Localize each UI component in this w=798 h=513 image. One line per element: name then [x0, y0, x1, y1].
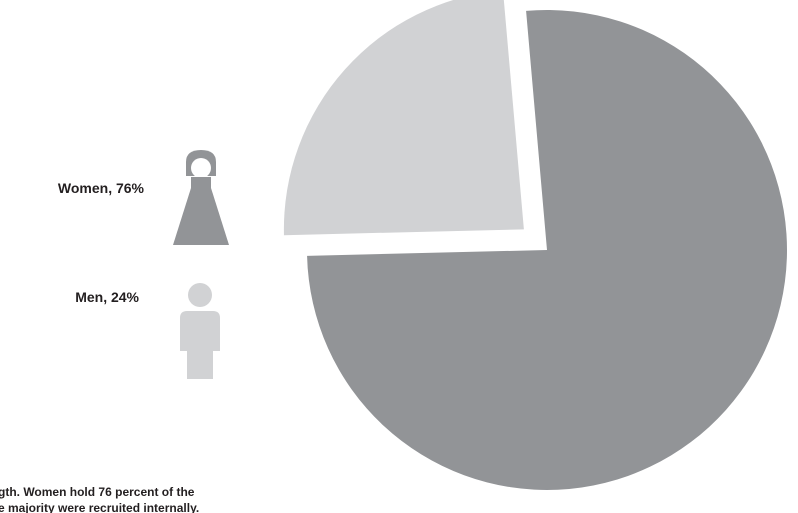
woman-figure-icon [173, 150, 229, 245]
caption-line-2: e majority were recruited internally. [0, 501, 200, 513]
caption-text: gth. Women hold 76 percent of the e majo… [0, 484, 380, 513]
man-figure-icon [180, 283, 220, 379]
legend-label-women: Women, 76% [57, 180, 144, 196]
pie-slice-women [307, 10, 787, 491]
legend-label-men: Men, 24% [75, 289, 139, 305]
pie-slice-men [283, 0, 524, 236]
caption-line-1: gth. Women hold 76 percent of the [0, 485, 195, 499]
pie-slices [283, 0, 787, 491]
